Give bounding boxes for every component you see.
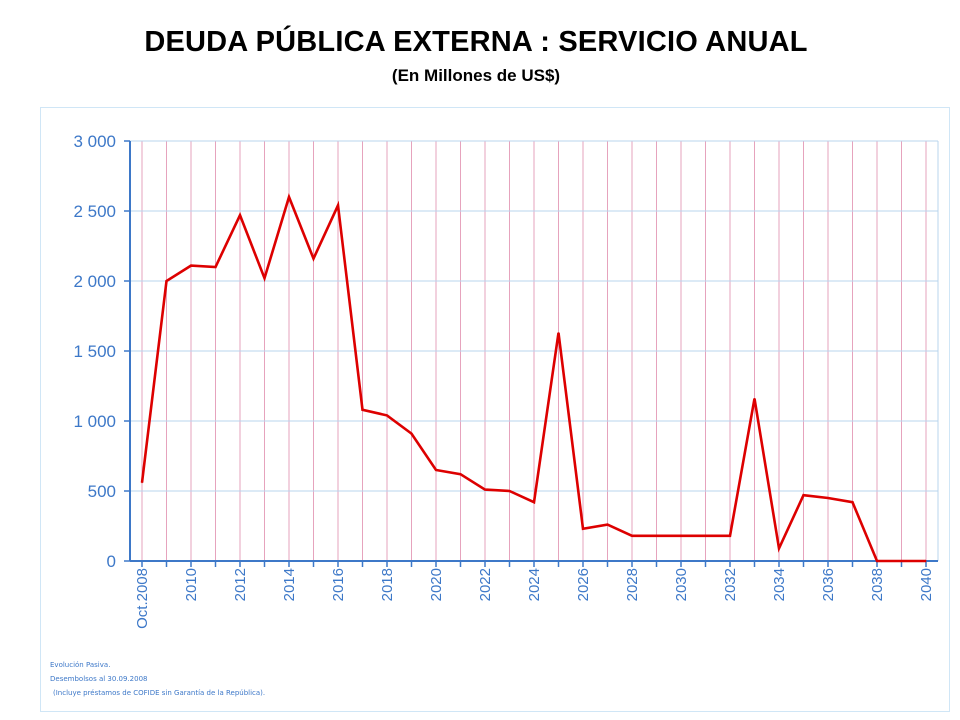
data-point xyxy=(190,265,192,267)
x-tick-label: 2032 xyxy=(722,568,739,601)
data-point xyxy=(337,204,339,206)
y-tick-label: 1 500 xyxy=(73,342,116,361)
data-point xyxy=(680,535,682,537)
x-tick-label: 2030 xyxy=(673,568,690,601)
data-point xyxy=(925,560,927,562)
y-tick-label: 2 000 xyxy=(73,272,116,291)
x-tick-label: 2014 xyxy=(281,568,298,601)
note-evolucion: Evolución Pasiva. xyxy=(50,661,111,669)
data-point xyxy=(900,560,903,562)
data-point xyxy=(312,258,315,260)
data-point xyxy=(508,490,511,492)
y-tick-label: 2 500 xyxy=(73,202,116,221)
data-point xyxy=(239,214,241,216)
data-point xyxy=(533,501,535,503)
data-point xyxy=(214,266,217,268)
x-tick-label: 2012 xyxy=(232,568,249,601)
data-point xyxy=(386,414,388,416)
chart-title: DEUDA PÚBLICA EXTERNA : SERVICIO ANUAL xyxy=(144,26,808,58)
x-tick-label: 2040 xyxy=(918,568,935,601)
chart-subtitle: (En Millones de US$) xyxy=(391,66,561,85)
y-tick-label: 500 xyxy=(88,482,116,501)
x-tick-label: 2020 xyxy=(428,568,445,601)
data-point xyxy=(435,469,437,471)
x-tick-label: 2024 xyxy=(526,568,543,601)
x-tick-label: 2028 xyxy=(624,568,641,601)
x-tick-label: 2026 xyxy=(575,568,592,601)
data-point xyxy=(288,196,290,198)
y-tick-label: 0 xyxy=(107,552,116,571)
data-point xyxy=(410,433,413,435)
data-point xyxy=(704,535,707,537)
data-point xyxy=(802,494,805,496)
data-point xyxy=(141,482,143,484)
data-point xyxy=(876,560,878,562)
data-point xyxy=(582,528,584,530)
data-point xyxy=(827,497,829,499)
x-tick-label: 2022 xyxy=(477,568,494,601)
x-tick-label: 2034 xyxy=(771,568,788,601)
data-point xyxy=(851,501,854,503)
data-point xyxy=(778,547,780,550)
data-point xyxy=(631,535,633,537)
x-tick-label: 2010 xyxy=(183,568,200,601)
data-point xyxy=(459,473,462,475)
x-tick-label: 2038 xyxy=(869,568,886,601)
note-incluye: (Incluye préstamos de COFIDE sin Garantí… xyxy=(53,689,266,697)
data-point xyxy=(606,524,609,526)
data-point xyxy=(753,398,756,400)
data-point xyxy=(557,332,560,334)
data-point xyxy=(655,535,658,537)
x-tick-label: Oct.2008 xyxy=(134,568,151,629)
x-tick-label: 2016 xyxy=(330,568,347,601)
data-point xyxy=(165,280,168,282)
x-tick-label: 2036 xyxy=(820,568,837,601)
data-point xyxy=(263,277,266,279)
y-tick-label: 3 000 xyxy=(73,132,116,151)
y-tick-label: 1 000 xyxy=(73,412,116,431)
data-point xyxy=(361,409,364,411)
chart-panel xyxy=(40,107,950,712)
x-tick-label: 2018 xyxy=(379,568,396,601)
data-point xyxy=(484,489,486,491)
note-desembolsos: Desembolsos al 30.09.2008 xyxy=(50,675,148,683)
data-point xyxy=(729,535,731,537)
